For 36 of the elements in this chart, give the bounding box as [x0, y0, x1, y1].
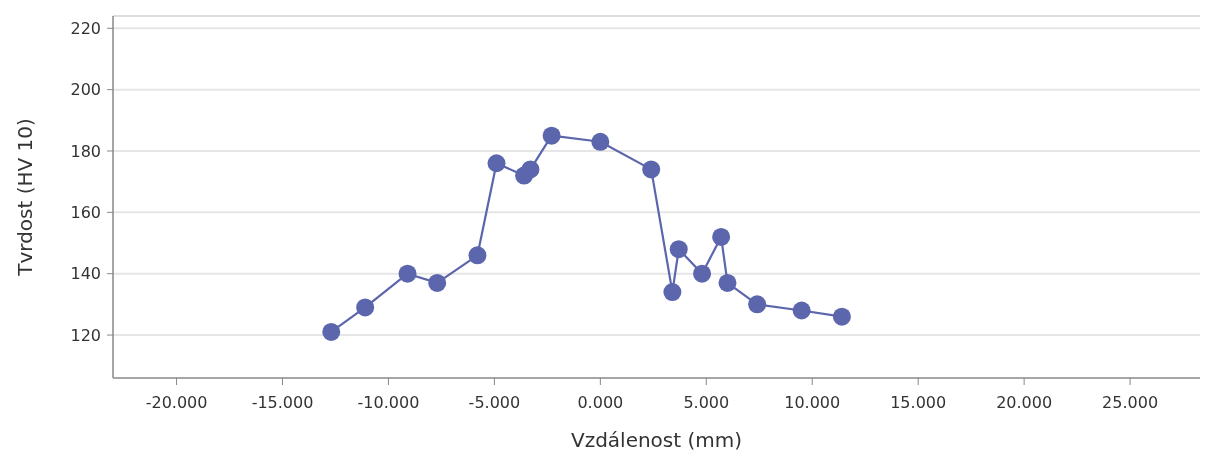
point: [663, 283, 682, 302]
y-tick-label: 140: [70, 264, 101, 284]
point: [669, 240, 688, 259]
point: [832, 307, 851, 326]
point: [693, 264, 712, 283]
x-tick-label: -15.000: [251, 393, 314, 412]
x-tick-label: -10.000: [357, 393, 420, 412]
point: [718, 273, 737, 292]
y-tick-label: 220: [70, 18, 101, 38]
point: [748, 295, 767, 314]
y-tick-label: 120: [70, 325, 101, 345]
y-tick-label: 180: [70, 141, 101, 161]
x-tick-label: 20.000: [996, 393, 1053, 412]
point: [521, 160, 540, 179]
y-axis-title: Tvrdost (HV 10): [13, 118, 37, 277]
point: [792, 301, 811, 320]
x-axis-title: Vzdálenost (mm): [570, 428, 743, 452]
point: [642, 160, 661, 179]
point: [356, 298, 375, 317]
point: [398, 264, 417, 283]
x-tick-label: 25.000: [1102, 393, 1159, 412]
x-tick-label: 0.000: [577, 393, 624, 412]
point: [322, 322, 341, 341]
point: [428, 273, 447, 292]
y-tick-label: 200: [70, 80, 101, 100]
point: [712, 227, 731, 246]
x-tick-label: 15.000: [890, 393, 947, 412]
x-tick-label: -20.000: [145, 393, 208, 412]
x-tick-label: 10.000: [784, 393, 841, 412]
point: [487, 154, 506, 173]
point: [591, 132, 610, 151]
x-tick-label: -5.000: [468, 393, 521, 412]
point: [468, 246, 487, 265]
y-tick-label: 160: [70, 202, 101, 222]
x-tick-label: 5.000: [683, 393, 730, 412]
point: [542, 126, 561, 145]
